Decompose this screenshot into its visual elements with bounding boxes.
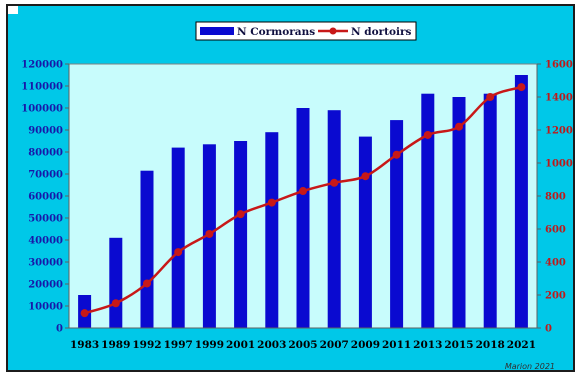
x-tick-label: 2001 (226, 339, 255, 351)
bar-2013 (421, 93, 435, 328)
line-point-2007 (330, 178, 339, 187)
line-point-1983 (80, 309, 89, 318)
bar-series (78, 75, 528, 328)
x-tick-label: 1983 (70, 339, 99, 351)
x-tick-label: 1992 (132, 339, 161, 351)
left-tick-label: 120000 (21, 60, 63, 71)
line-point-1989 (111, 299, 120, 308)
left-tick-label: 60000 (28, 192, 63, 203)
x-tick-label: 1999 (195, 339, 224, 351)
line-point-2001 (236, 210, 245, 219)
left-tick-label: 50000 (28, 214, 63, 225)
line-point-2009 (361, 172, 370, 181)
left-tick-label: 70000 (28, 170, 63, 181)
legend: N Cormorans N dortoirs (195, 21, 417, 41)
x-tick-label: 2009 (351, 339, 380, 351)
bar-2021 (514, 75, 528, 328)
bar-2003 (265, 132, 279, 328)
left-axis: 0 10000 20000 30000 40000 50000 60000 70000 8000… (21, 60, 70, 335)
x-tick-label: 1989 (101, 339, 130, 351)
right-tick-label: 1200 (545, 126, 573, 137)
line-point-2003 (267, 198, 276, 207)
left-tick-label: 30000 (28, 258, 63, 269)
legend-box (195, 21, 417, 41)
left-tick-label: 10000 (28, 302, 63, 313)
right-tick-label: 200 (545, 291, 566, 302)
legend-bar-label: N Cormorans (237, 26, 315, 38)
right-axis: 0 200 400 600 800 1000 1200 1400 1600 (536, 60, 573, 335)
line-point-2018 (486, 93, 495, 101)
line-point-2021 (517, 83, 526, 92)
right-tick-label: 1400 (545, 93, 573, 104)
bar-2018 (483, 93, 497, 328)
line-point-2013 (423, 130, 432, 139)
bar-2011 (390, 120, 404, 328)
line-point-2005 (299, 187, 307, 196)
left-tick-label: 80000 (28, 148, 63, 159)
credit-text: Marion 2021 (505, 362, 555, 371)
bar-1997 (171, 147, 185, 328)
right-tick-label: 800 (545, 192, 566, 203)
x-tick-label: 2011 (382, 339, 411, 351)
bar-1992 (140, 170, 154, 328)
left-tick-label: 110000 (21, 82, 63, 93)
legend-line-marker (329, 27, 337, 35)
x-tick-label: 2005 (288, 339, 317, 351)
line-point-1997 (174, 248, 183, 257)
x-axis: 1983 1989 1992 1997 1999 2001 2003 2005 2007 2009… (69, 327, 537, 351)
legend-bar-swatch (200, 27, 234, 35)
bar-2007 (327, 110, 341, 328)
left-tick-label: 0 (56, 324, 63, 335)
bar-1989 (109, 237, 123, 328)
right-tick-label: 1000 (545, 159, 573, 170)
x-tick-label: 2013 (413, 339, 442, 351)
line-point-1992 (143, 279, 151, 288)
line-point-2015 (455, 122, 463, 131)
x-tick-label: 2003 (257, 339, 286, 351)
line-point-2011 (392, 150, 401, 159)
x-tick-label: 2021 (507, 339, 536, 351)
bar-2015 (452, 97, 466, 328)
corner-mark (8, 6, 18, 14)
x-tick-label: 1997 (164, 339, 193, 351)
left-tick-label: 90000 (28, 126, 63, 137)
bar-2001 (234, 141, 248, 328)
right-tick-label: 0 (545, 324, 552, 335)
x-tick-label: 2015 (444, 339, 473, 351)
left-tick-label: 100000 (21, 104, 63, 115)
bar-2009 (358, 136, 372, 328)
x-tick-label: 2007 (320, 339, 349, 351)
x-tick-label: 2018 (476, 339, 505, 351)
bar-2005 (296, 108, 310, 328)
left-tick-label: 20000 (28, 280, 63, 291)
left-tick-label: 40000 (28, 236, 63, 247)
legend-line-label: N dortoirs (351, 26, 412, 38)
right-tick-label: 1600 (545, 60, 573, 71)
line-point-1999 (205, 229, 214, 238)
right-tick-label: 600 (545, 225, 566, 236)
line-series (80, 83, 526, 318)
right-tick-label: 400 (545, 258, 566, 269)
